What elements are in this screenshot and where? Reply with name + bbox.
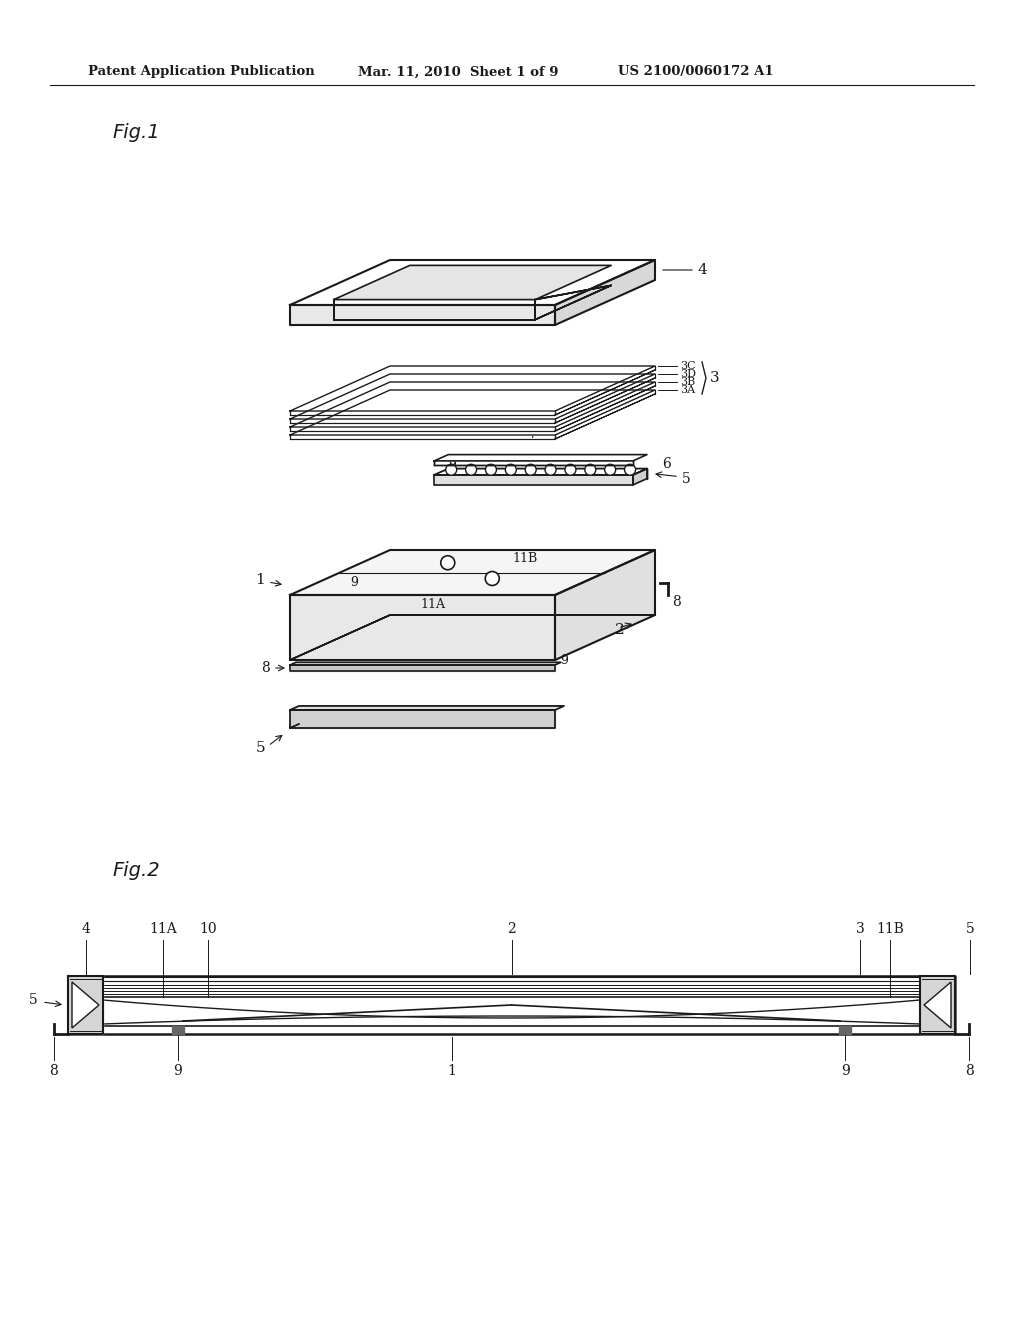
Text: 5: 5 (966, 921, 975, 936)
Text: Fig.1: Fig.1 (112, 124, 160, 143)
Circle shape (625, 465, 636, 475)
Text: 5: 5 (255, 741, 265, 755)
Text: 1: 1 (255, 573, 265, 587)
Polygon shape (290, 260, 655, 305)
Text: Fig.2: Fig.2 (112, 861, 160, 879)
Text: 2: 2 (615, 623, 625, 638)
Circle shape (605, 465, 615, 475)
Polygon shape (633, 469, 647, 484)
Polygon shape (290, 665, 555, 671)
Polygon shape (290, 374, 655, 418)
Circle shape (585, 465, 596, 475)
Text: 10: 10 (200, 921, 217, 936)
Polygon shape (434, 475, 633, 484)
Text: 1: 1 (447, 1064, 456, 1078)
Text: 3C: 3C (680, 360, 695, 371)
Polygon shape (290, 366, 655, 411)
Polygon shape (72, 982, 99, 1028)
Circle shape (485, 465, 497, 475)
Polygon shape (434, 454, 647, 461)
Text: 4: 4 (698, 263, 708, 277)
Polygon shape (290, 710, 555, 729)
Text: 3: 3 (856, 921, 864, 936)
Circle shape (485, 572, 500, 586)
Text: 6: 6 (662, 457, 671, 471)
Polygon shape (290, 706, 564, 710)
Text: 9: 9 (174, 1064, 182, 1078)
Polygon shape (555, 260, 655, 325)
Polygon shape (290, 381, 655, 426)
Text: 4: 4 (81, 921, 90, 936)
Text: 11A: 11A (150, 921, 177, 936)
Polygon shape (290, 663, 561, 665)
Polygon shape (334, 265, 611, 300)
Text: Mar. 11, 2010  Sheet 1 of 9: Mar. 11, 2010 Sheet 1 of 9 (358, 66, 558, 78)
Text: 8: 8 (261, 661, 270, 675)
Text: 3: 3 (710, 371, 720, 385)
Circle shape (440, 556, 455, 570)
Bar (839, 1026, 851, 1034)
Text: 3D: 3D (680, 370, 696, 379)
Text: 7: 7 (529, 426, 538, 441)
Text: 9: 9 (560, 653, 568, 667)
Polygon shape (68, 975, 103, 1034)
Circle shape (525, 465, 537, 475)
Polygon shape (290, 305, 555, 325)
Text: 9: 9 (447, 458, 456, 471)
Polygon shape (434, 469, 647, 475)
Text: 9: 9 (350, 576, 358, 589)
Polygon shape (290, 550, 655, 595)
Text: 5: 5 (682, 471, 691, 486)
Polygon shape (924, 982, 951, 1028)
Polygon shape (555, 550, 655, 660)
Text: Patent Application Publication: Patent Application Publication (88, 66, 314, 78)
Text: 3A: 3A (680, 385, 695, 395)
Polygon shape (920, 975, 955, 1034)
Text: 11B: 11B (512, 552, 538, 565)
Bar (172, 1026, 184, 1034)
Circle shape (545, 465, 556, 475)
Circle shape (565, 465, 575, 475)
Circle shape (466, 465, 476, 475)
Text: 11A: 11A (420, 598, 445, 611)
Circle shape (445, 465, 457, 475)
Text: 9: 9 (841, 1064, 849, 1078)
Text: 8: 8 (965, 1064, 974, 1078)
Polygon shape (68, 975, 955, 1034)
Text: 8: 8 (672, 595, 681, 610)
Polygon shape (290, 389, 655, 436)
Text: 5: 5 (30, 993, 38, 1007)
Circle shape (505, 465, 516, 475)
Text: 8: 8 (49, 1064, 58, 1078)
Text: 2: 2 (507, 921, 516, 936)
Text: US 2100/0060172 A1: US 2100/0060172 A1 (618, 66, 773, 78)
Polygon shape (290, 595, 555, 660)
Text: 3B: 3B (680, 378, 695, 387)
Text: 11B: 11B (877, 921, 904, 936)
